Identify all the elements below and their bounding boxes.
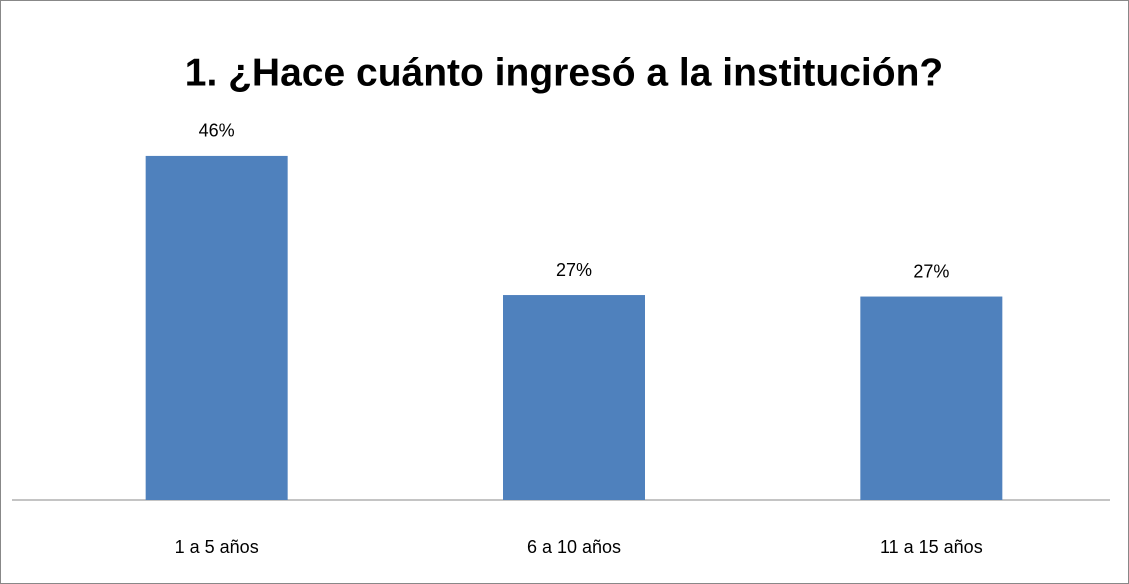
value-label: 27% (913, 261, 949, 281)
value-label: 27% (556, 260, 592, 280)
chart-title: 1. ¿Hace cuánto ingresó a la institución… (185, 51, 943, 94)
bar (503, 295, 645, 500)
x-tick-label: 1 a 5 años (175, 537, 259, 557)
bar (145, 155, 288, 501)
x-tick-label: 6 a 10 años (527, 537, 621, 557)
x-tick-label: 11 a 15 años (880, 537, 983, 557)
bar (860, 296, 1003, 500)
value-label: 46% (199, 121, 235, 141)
